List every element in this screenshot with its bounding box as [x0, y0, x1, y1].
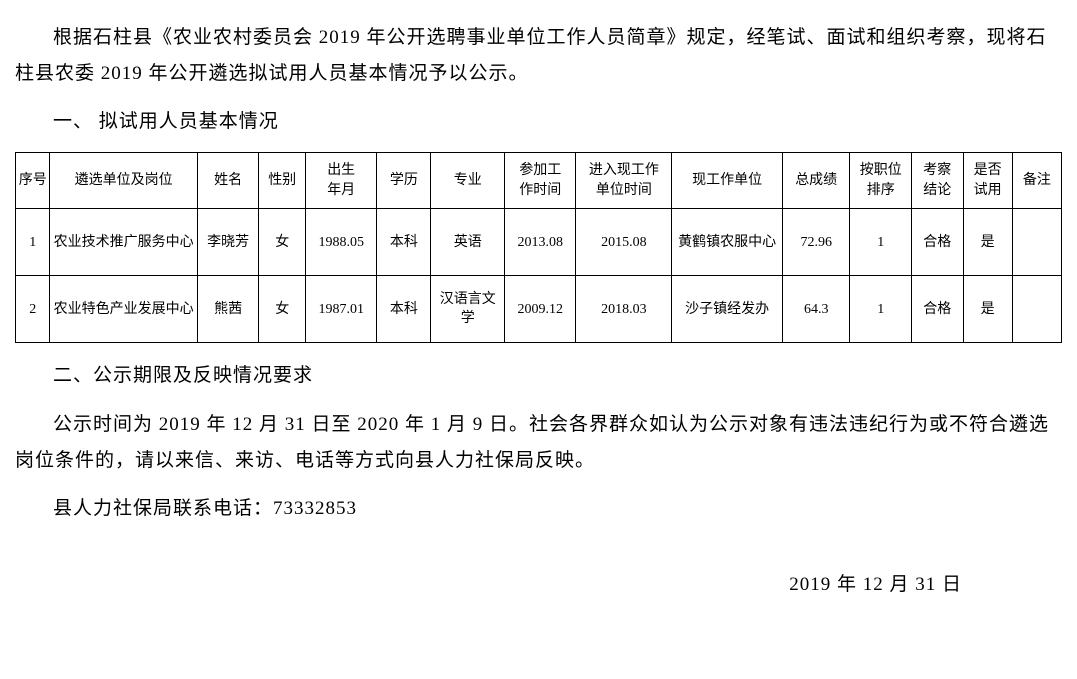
- table-cell: 合格: [911, 276, 963, 343]
- table-cell: 1: [16, 209, 50, 276]
- table-cell: 沙子镇经发办: [672, 276, 783, 343]
- table-cell: [1012, 209, 1061, 276]
- table-header-cell: 姓名: [197, 153, 258, 209]
- table-cell: 黄鹤镇农服中心: [672, 209, 783, 276]
- table-header-cell: 考察结论: [911, 153, 963, 209]
- section2-title: 二、公示期限及反映情况要求: [15, 358, 1062, 394]
- table-header-cell: 进入现工作单位时间: [576, 153, 672, 209]
- table-cell: 女: [259, 209, 306, 276]
- table-cell: 农业特色产业发展中心: [50, 276, 197, 343]
- table-cell: [1012, 276, 1061, 343]
- table-cell: 1987.01: [306, 276, 377, 343]
- table-header-cell: 遴选单位及岗位: [50, 153, 197, 209]
- table-cell: 2018.03: [576, 276, 672, 343]
- table-header-cell: 学历: [377, 153, 431, 209]
- table-cell: 女: [259, 276, 306, 343]
- table-cell: 汉语言文学: [431, 276, 505, 343]
- table-cell: 英语: [431, 209, 505, 276]
- table-header-cell: 按职位排序: [850, 153, 911, 209]
- table-cell: 李晓芳: [197, 209, 258, 276]
- table-cell: 合格: [911, 209, 963, 276]
- table-cell: 是: [963, 276, 1012, 343]
- table-header-cell: 总成绩: [782, 153, 850, 209]
- table-cell: 是: [963, 209, 1012, 276]
- table-cell: 2: [16, 276, 50, 343]
- table-cell: 农业技术推广服务中心: [50, 209, 197, 276]
- table-header-cell: 现工作单位: [672, 153, 783, 209]
- personnel-table: 序号遴选单位及岗位姓名性别出生年月学历专业参加工作时间进入现工作单位时间现工作单…: [15, 152, 1062, 343]
- table-cell: 2015.08: [576, 209, 672, 276]
- table-cell: 1: [850, 209, 911, 276]
- table-header-cell: 参加工作时间: [505, 153, 576, 209]
- contact-line: 县人力社保局联系电话：73332853: [15, 491, 1062, 527]
- section1-title: 一、 拟试用人员基本情况: [15, 104, 1062, 140]
- table-cell: 64.3: [782, 276, 850, 343]
- table-cell: 2013.08: [505, 209, 576, 276]
- table-header-cell: 出生年月: [306, 153, 377, 209]
- table-cell: 2009.12: [505, 276, 576, 343]
- table-cell: 72.96: [782, 209, 850, 276]
- table-cell: 1988.05: [306, 209, 377, 276]
- table-cell: 1: [850, 276, 911, 343]
- table-cell: 本科: [377, 276, 431, 343]
- publicity-paragraph: 公示时间为 2019 年 12 月 31 日至 2020 年 1 月 9 日。社…: [15, 407, 1062, 479]
- table-header-cell: 专业: [431, 153, 505, 209]
- intro-paragraph: 根据石柱县《农业农村委员会 2019 年公开选聘事业单位工作人员简章》规定，经笔…: [15, 20, 1062, 92]
- table-cell: 熊茜: [197, 276, 258, 343]
- date-line: 2019 年 12 月 31 日: [15, 567, 1062, 603]
- table-row: 1农业技术推广服务中心李晓芳女1988.05本科英语2013.082015.08…: [16, 209, 1062, 276]
- table-row: 2农业特色产业发展中心熊茜女1987.01本科汉语言文学2009.122018.…: [16, 276, 1062, 343]
- table-cell: 本科: [377, 209, 431, 276]
- table-header-cell: 性别: [259, 153, 306, 209]
- table-header-cell: 是否试用: [963, 153, 1012, 209]
- table-header-cell: 备注: [1012, 153, 1061, 209]
- table-header-cell: 序号: [16, 153, 50, 209]
- table-header-row: 序号遴选单位及岗位姓名性别出生年月学历专业参加工作时间进入现工作单位时间现工作单…: [16, 153, 1062, 209]
